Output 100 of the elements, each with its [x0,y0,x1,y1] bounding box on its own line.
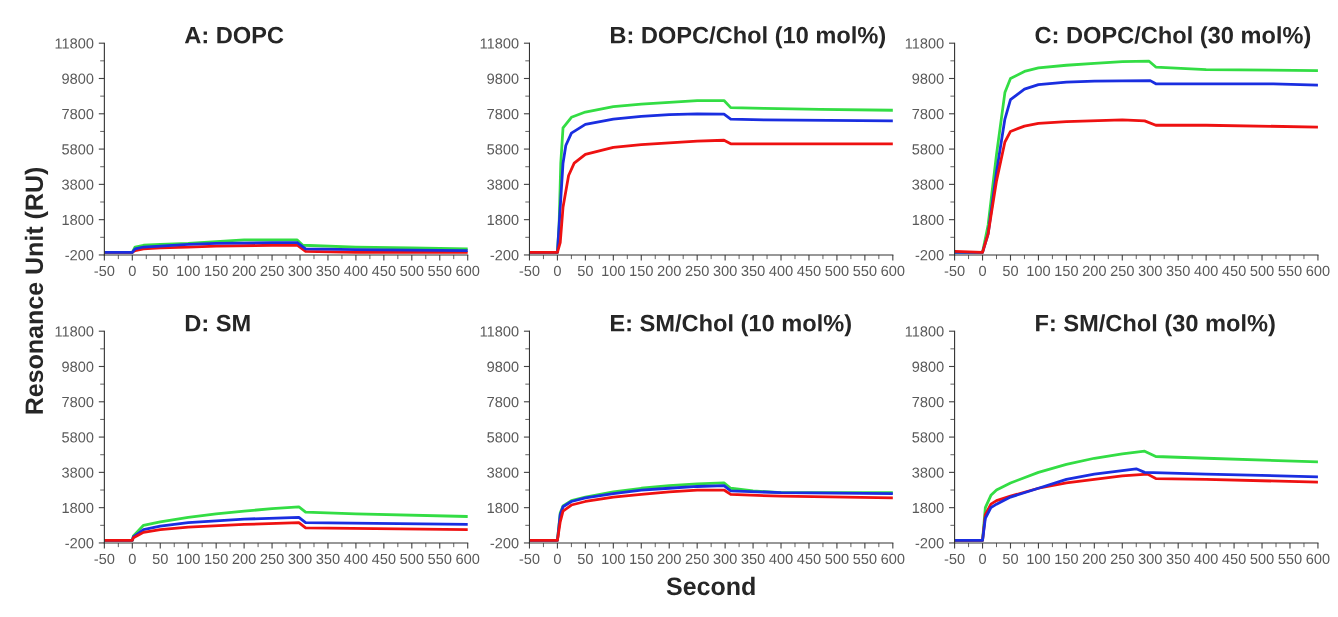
x-tick-label: 100 [177,265,200,277]
x-tick-label: 200 [232,265,256,277]
x-tick-label: 100 [602,553,625,565]
x-tick-label: 0 [979,265,987,277]
x-tick-label: 250 [260,265,284,277]
x-tick-label: 350 [741,265,765,277]
chart-title: B: DOPC/Chol (10 mol%) [610,26,886,49]
x-tick-label: 500 [1250,265,1274,277]
x-tick-label: 500 [400,265,424,277]
x-tick-label: 550 [853,553,877,565]
x-tick-label: 350 [1166,553,1190,565]
x-tick-label: 100 [1027,265,1051,277]
y-tick-label: 1800 [912,214,944,226]
x-tick-label: 200 [1082,265,1106,277]
y-tick-label: 9800 [62,73,94,84]
y-tick-label: 11800 [905,326,944,337]
x-tick-label: 150 [205,553,228,565]
y-tick-label: 1800 [62,502,94,514]
x-tick-label: 400 [1194,265,1218,277]
y-tick-label: 9800 [487,361,519,372]
x-tick-label: 300 [288,265,312,277]
x-tick-label: 600 [1306,265,1330,277]
x-tick-label: 0 [979,553,987,565]
x-tick-label: 100 [602,265,625,277]
x-tick-label: 150 [630,265,653,277]
x-tick-label: 500 [825,553,849,565]
y-tick-label: 9800 [487,73,519,84]
y-tick-label: -200 [490,250,519,261]
chart-title: E: SM/Chol (10 mol%) [610,314,851,337]
x-tick-label: 300 [713,553,737,565]
x-tick-label: 150 [1055,553,1078,565]
x-tick-label: 0 [128,553,136,565]
x-tick-label: -50 [519,553,540,565]
x-tick-label: 400 [769,265,793,277]
x-tick-label: 450 [1222,265,1246,277]
x-tick-label: 350 [1166,265,1190,277]
x-tick-label: 50 [1002,553,1019,565]
x-tick-label: 550 [1278,265,1302,277]
y-tick-label: 11800 [480,38,519,49]
x-tick-label: 0 [128,265,136,277]
y-tick-label: 7800 [62,108,94,120]
x-tick-label: 450 [372,265,396,277]
x-tick-label: -50 [944,265,965,277]
x-tick-label: 600 [456,265,480,277]
x-tick-label: 450 [372,553,396,565]
x-tick-label: 250 [1110,553,1134,565]
y-tick-label: 7800 [487,108,519,120]
x-tick-label: 400 [1194,553,1218,565]
y-tick-label: 1800 [62,214,94,226]
y-tick-label: -200 [915,538,944,549]
x-tick-label: 250 [1110,265,1134,277]
y-tick-label: 11800 [55,326,94,337]
chart-title: F: SM/Chol (30 mol%) [1036,314,1275,337]
y-tick-label: 9800 [912,73,944,84]
x-tick-label: 550 [428,265,452,277]
y-tick-label: 1800 [912,502,944,514]
y-tick-label: 3800 [62,467,94,478]
x-tick-label: 450 [1222,553,1246,565]
x-tick-label: 250 [260,553,284,565]
x-tick-label: 250 [685,265,709,277]
x-axis-title: Second [666,576,755,596]
x-tick-label: -50 [944,553,965,565]
y-tick-label: 3800 [487,179,519,190]
chart-title: D: SM [185,314,250,332]
x-tick-label: 600 [1306,553,1330,565]
x-tick-label: 50 [577,265,593,277]
y-tick-label: 3800 [912,179,944,190]
x-tick-label: 50 [577,553,593,565]
y-tick-label: -200 [65,538,94,549]
y-tick-label: 3800 [62,179,94,190]
x-tick-label: 200 [232,553,256,565]
y-tick-label: 5800 [912,144,944,155]
y-axis-title: Resonance Unit (RU) [24,167,49,414]
x-tick-label: 400 [344,553,368,565]
x-tick-label: 150 [1055,265,1078,277]
x-tick-label: 100 [177,553,200,565]
x-tick-label: 50 [1002,265,1019,277]
x-tick-label: 250 [685,553,709,565]
x-tick-label: -50 [94,553,115,565]
x-tick-label: 300 [1138,553,1162,565]
x-tick-label: 600 [456,553,480,565]
y-tick-label: -200 [65,250,94,261]
x-tick-label: 550 [428,553,452,565]
y-tick-label: 11800 [905,38,944,49]
x-tick-label: -50 [519,265,540,277]
x-tick-label: 300 [713,265,737,277]
x-tick-label: 450 [797,265,821,277]
x-tick-label: 300 [288,553,312,565]
x-tick-label: 500 [400,553,424,565]
y-tick-label: 5800 [62,144,94,155]
y-tick-label: 3800 [487,467,519,478]
x-tick-label: 200 [657,265,681,277]
y-tick-label: 1800 [487,214,519,226]
y-tick-label: 9800 [912,361,944,372]
x-tick-label: 400 [344,265,368,277]
x-tick-label: 300 [1138,265,1162,277]
y-tick-label: 9800 [62,361,94,372]
x-tick-label: 550 [853,265,877,277]
x-tick-label: 150 [630,553,653,565]
y-tick-label: 7800 [912,396,944,408]
